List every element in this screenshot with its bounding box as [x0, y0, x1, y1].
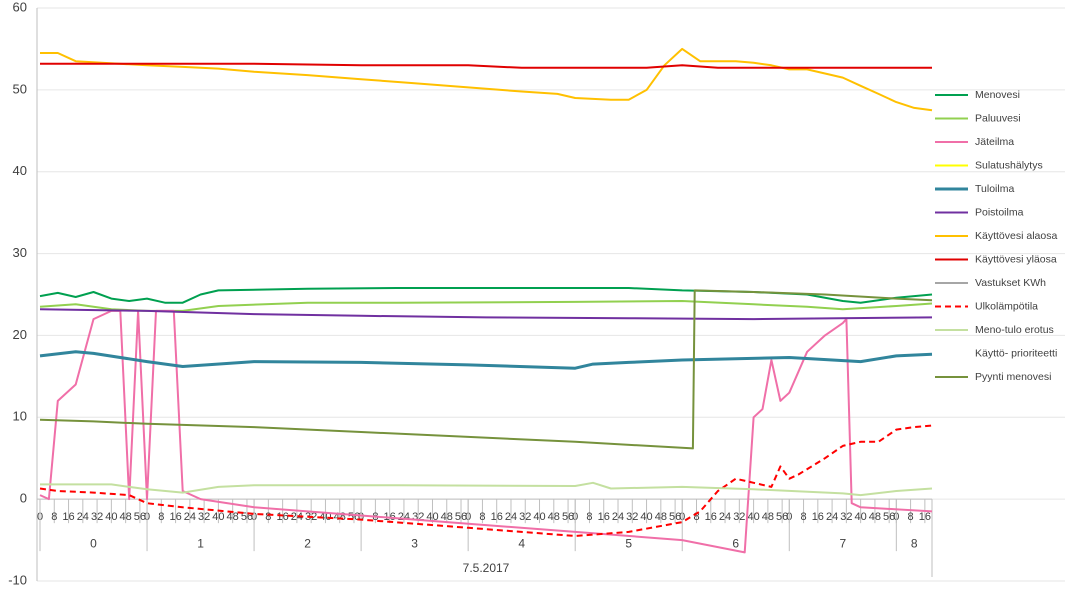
x-tick-label: 16: [705, 511, 717, 523]
series-line: [40, 47, 933, 112]
legend-label: Jäteilma: [975, 136, 1014, 148]
y-tick-label: 0: [20, 491, 27, 506]
legend-label: Paluuvesi: [975, 112, 1021, 124]
group-label: 8: [911, 536, 918, 550]
series-line: [40, 481, 933, 497]
x-tick-label: 48: [655, 511, 667, 523]
x-tick-label: 48: [120, 511, 132, 523]
group-label: 6: [732, 536, 739, 550]
group-label: 5: [625, 536, 632, 550]
x-tick-label: 40: [319, 511, 331, 523]
x-tick-label: 48: [869, 511, 881, 523]
x-tick-label: 16: [919, 511, 931, 523]
x-tick-label: 16: [491, 511, 503, 523]
x-tick-label: 48: [227, 511, 239, 523]
x-tick-label: 32: [840, 511, 852, 523]
legend-label: Pyynti menovesi: [975, 371, 1051, 383]
x-tick-label: 32: [91, 511, 103, 523]
x-axis-title: 7.5.2017: [463, 561, 510, 575]
x-tick-label: 8: [479, 511, 485, 523]
x-tick-label: 16: [812, 511, 824, 523]
y-tick-label: 50: [13, 81, 27, 96]
x-tick-label: 40: [855, 511, 867, 523]
x-tick-label: 40: [105, 511, 117, 523]
x-tick-label: 56: [134, 511, 146, 523]
group-label: 3: [411, 536, 418, 550]
x-tick-label: 32: [412, 511, 424, 523]
legend-label: Sulatushälytys: [975, 159, 1043, 171]
x-tick-label: 48: [548, 511, 560, 523]
x-tick-label: 24: [398, 511, 410, 523]
x-tick-label: 40: [533, 511, 545, 523]
x-tick-label: 40: [747, 511, 759, 523]
x-tick-label: 24: [719, 511, 731, 523]
x-tick-label: 32: [733, 511, 745, 523]
x-tick-label: 24: [291, 511, 303, 523]
legend-label: Ulkolämpötila: [975, 300, 1038, 312]
y-tick-label: 10: [13, 409, 27, 424]
x-tick-label: 24: [184, 511, 196, 523]
y-tick-label: 30: [13, 245, 27, 260]
legend-label: Vastukset KWh: [975, 277, 1046, 289]
x-tick-label: 40: [212, 511, 224, 523]
x-tick-label: 8: [908, 511, 914, 523]
group-label: 7: [839, 536, 846, 550]
y-tick-label: 60: [13, 0, 27, 14]
x-tick-label: 56: [455, 511, 467, 523]
group-label: 0: [90, 536, 97, 550]
legend-label: Käyttövesi alaosa: [975, 230, 1057, 242]
series-line: [39, 287, 933, 304]
x-tick-label: 16: [62, 511, 74, 523]
group-label: 2: [304, 536, 311, 550]
y-tick-label: 40: [13, 163, 27, 178]
series-line: [39, 308, 933, 321]
x-tick-label: 40: [640, 511, 652, 523]
series-line: [39, 350, 933, 370]
x-tick-label: 24: [77, 511, 89, 523]
legend-label: Tuloilma: [975, 183, 1014, 195]
x-tick-label: 24: [612, 511, 624, 523]
series-line: [39, 424, 933, 537]
x-tick-label: 56: [562, 511, 574, 523]
legend-label: Poistoilma: [975, 206, 1024, 218]
x-tick-label: 8: [265, 511, 271, 523]
x-tick-label: 48: [441, 511, 453, 523]
y-tick-label: 20: [13, 327, 27, 342]
x-tick-label: 16: [169, 511, 181, 523]
x-tick-label: 32: [198, 511, 210, 523]
x-tick-label: 56: [776, 511, 788, 523]
x-tick-label: 8: [158, 511, 164, 523]
x-tick-label: 16: [598, 511, 610, 523]
x-tick-label: 8: [51, 511, 57, 523]
x-tick-label: 24: [826, 511, 838, 523]
x-tick-label: 8: [800, 511, 806, 523]
legend-label: Meno-tulo erotus: [975, 324, 1054, 336]
x-tick-label: 32: [626, 511, 638, 523]
y-tick-label: -10: [8, 572, 27, 587]
group-label: 4: [518, 536, 525, 550]
x-tick-label: 56: [669, 511, 681, 523]
x-tick-label: 56: [883, 511, 895, 523]
series-line: [40, 62, 932, 69]
x-tick-label: 8: [586, 511, 592, 523]
x-tick-label: 24: [505, 511, 517, 523]
group-label: 1: [197, 536, 204, 550]
legend-label: Menovesi: [975, 89, 1020, 101]
x-tick-label: 48: [762, 511, 774, 523]
legend-label: Käyttövesi yläosa: [975, 253, 1057, 265]
x-tick-label: 16: [276, 511, 288, 523]
x-tick-label: 8: [693, 511, 699, 523]
x-tick-label: 32: [519, 511, 531, 523]
legend-label: Käyttö- prioriteetti: [975, 347, 1057, 359]
series-line: [39, 289, 933, 450]
